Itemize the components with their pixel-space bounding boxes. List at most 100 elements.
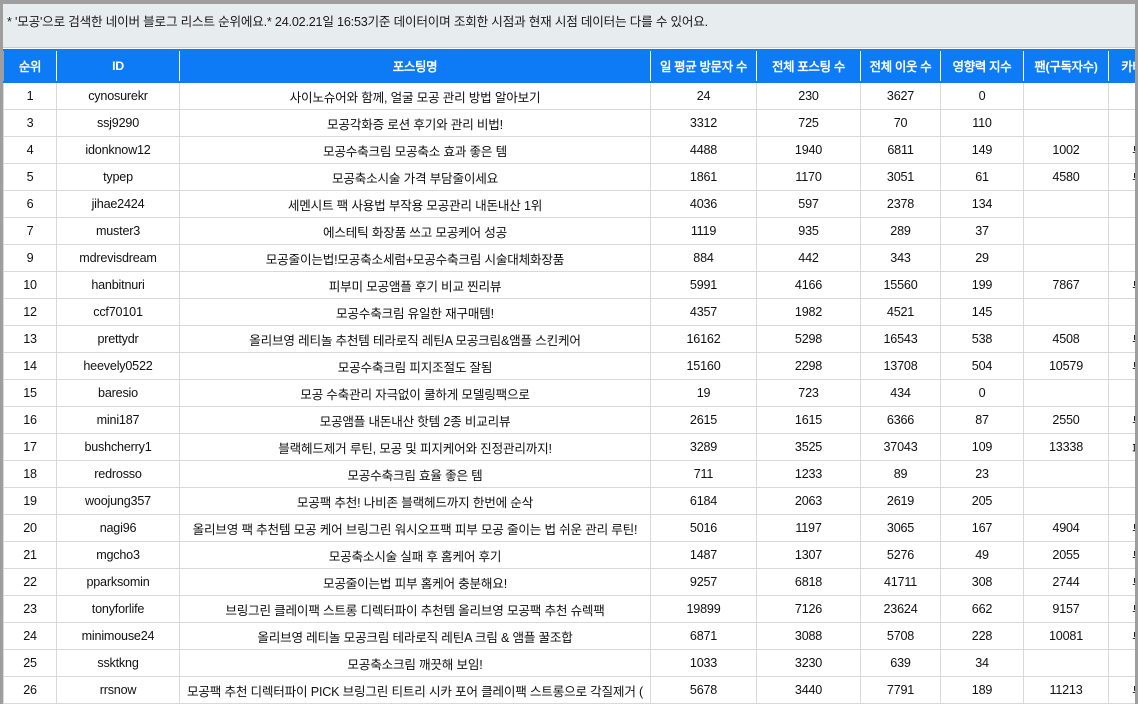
column-header-id[interactable]: ID [56,49,180,83]
cell-category: 뷰티 [1108,514,1135,542]
cell-rank: 23 [3,595,57,623]
cell-visitors: 19 [650,379,757,407]
table-row[interactable]: 14 heevely0522 모공수축크림 피지조절도 잘됨 15160 2298 137… [3,352,1135,380]
cell-category [1108,109,1135,137]
cell-influence: 34 [940,649,1024,677]
table-row[interactable]: 21 mgcho3 모공축소시술 실패 후 홈케어 후기 1487 1307 5276 49… [3,541,1135,569]
table-row[interactable]: 18 redrosso 모공수축크림 효율 좋은 템 711 1233 89 23 [3,460,1135,488]
cell-category: 뷰티 [1108,352,1135,380]
cell-visitors: 1033 [650,649,757,677]
cell-visitors: 6871 [650,622,757,650]
table-row[interactable]: 7 muster3 에스테틱 화장품 쓰고 모공케어 성공 1119 935 289 37 [3,217,1135,245]
cell-fans [1023,649,1109,677]
cell-category [1108,649,1135,677]
cell-id: cynosurekr [56,81,180,110]
cell-rank: 9 [3,244,57,272]
column-header-category[interactable]: 카테고리 [1108,49,1135,83]
cell-posts: 3088 [756,622,861,650]
cell-title: 모공수축크림 모공축소 효과 좋은 템 [179,136,651,164]
cell-id: baresio [56,379,180,407]
cell-rank: 20 [3,514,57,542]
table-row[interactable]: 9 mdrevisdream 모공줄이는법!모공축소세럼+모공수축크림 시술대체화장… [3,244,1135,272]
table-row[interactable]: 6 jihae2424 세멘시트 팩 사용법 부작용 모공관리 내돈내산 1위 403… [3,190,1135,218]
cell-category: 뷰티 [1108,676,1135,704]
cell-posts: 6818 [756,568,861,596]
cell-visitors: 1487 [650,541,757,569]
cell-influence: 37 [940,217,1024,245]
table-row[interactable]: 10 hanbitnuri 피부미 모공앰플 후기 비교 찐리뷰 5991 4166 15… [3,271,1135,299]
table-row[interactable]: 24 minimouse24 올리브영 레티놀 모공크림 테라로직 레틴A 크림 &… [3,622,1135,650]
cell-influence: 167 [940,514,1024,542]
table-row[interactable]: 4 idonknow12 모공수축크림 모공축소 효과 좋은 템 4488 1940 68… [3,136,1135,164]
table-row[interactable]: 22 pparksomin 모공줄이는법 피부 홈케어 충분해요! 9257 6818 4… [3,568,1135,596]
cell-posts: 442 [756,244,861,272]
table-row[interactable]: 17 bushcherry1 블랙헤드제거 루틴, 모공 및 피지케어와 진정관리까… [3,433,1135,461]
cell-title: 모공팩 추천 디렉터파이 PICK 브링그린 티트리 시카 포어 클레이팩 스트… [179,676,651,704]
cell-title: 사이노슈어와 함께, 얼굴 모공 관리 방법 알아보기 [179,81,651,110]
cell-category [1108,298,1135,326]
cell-influence: 149 [940,136,1024,164]
table-row[interactable]: 26 rrsnow 모공팩 추천 디렉터파이 PICK 브링그린 티트리 시카 포어… [3,676,1135,704]
cell-category: 뷰티 [1108,271,1135,299]
cell-posts: 1615 [756,406,861,434]
cell-neighbors: 5276 [860,541,941,569]
cell-fans: 2744 [1023,568,1109,596]
table-row[interactable]: 1 cynosurekr 사이노슈어와 함께, 얼굴 모공 관리 방법 알아보기 24… [3,81,1135,110]
table-row[interactable]: 20 nagi96 올리브영 팩 추천템 모공 케어 브링그린 워시오프팩 피부 모… [3,514,1135,542]
cell-fans: 10579 [1023,352,1109,380]
cell-rank: 5 [3,163,57,191]
table-row[interactable]: 15 baresio 모공 수축관리 자극없이 쿨하게 모델링팩으로 19 723 434… [3,379,1135,407]
cell-influence: 23 [940,460,1024,488]
column-header-rank[interactable]: 순위 [3,49,57,83]
cell-neighbors: 2619 [860,487,941,515]
table-row[interactable]: 3 ssj9290 모공각화증 로션 후기와 관리 비법! 3312 725 70 110 [3,109,1135,137]
cell-influence: 49 [940,541,1024,569]
cell-influence: 504 [940,352,1024,380]
cell-title: 모공축소시술 가격 부담줄이세요 [179,163,651,191]
cell-visitors: 9257 [650,568,757,596]
cell-influence: 87 [940,406,1024,434]
table-row[interactable]: 19 woojung357 모공팩 추천! 나비존 블랙헤드까지 한번에 순삭 618… [3,487,1135,515]
cell-fans: 11213 [1023,676,1109,704]
cell-neighbors: 7791 [860,676,941,704]
table-row[interactable]: 13 prettydr 올리브영 레티놀 추천템 테라로직 레틴A 모공크림&앰플 … [3,325,1135,353]
cell-visitors: 5678 [650,676,757,704]
cell-category [1108,379,1135,407]
column-header-title[interactable]: 포스팅명 [179,49,651,83]
cell-fans [1023,81,1109,110]
cell-neighbors: 5708 [860,622,941,650]
table-row[interactable]: 23 tonyforlife 브링그린 클레이팩 스트롱 디렉터파이 추천템 올리브… [3,595,1135,623]
cell-posts: 3525 [756,433,861,461]
cell-rank: 16 [3,406,57,434]
cell-title: 모공각화증 로션 후기와 관리 비법! [179,109,651,137]
cell-fans: 2055 [1023,541,1109,569]
column-header-posts[interactable]: 전체 포스팅 수 [756,49,861,83]
table-row[interactable]: 25 ssktkng 모공축소크림 깨끗해 보임! 1033 3230 639 34 [3,649,1135,677]
cell-visitors: 884 [650,244,757,272]
column-header-influence[interactable]: 영향력 지수 [940,49,1024,83]
cell-visitors: 19899 [650,595,757,623]
cell-posts: 1982 [756,298,861,326]
cell-fans: 1002 [1023,136,1109,164]
cell-title: 모공축소크림 깨끗해 보임! [179,649,651,677]
header-row: 순위 ID 포스팅명 일 평균 방문자 수 전체 포스팅 수 전체 이웃 수 영… [3,49,1135,83]
column-header-neighbors[interactable]: 전체 이웃 수 [860,49,941,83]
cell-posts: 725 [756,109,861,137]
cell-id: ssj9290 [56,109,180,137]
table-row[interactable]: 16 mini187 모공앰플 내돈내산 핫템 2종 비교리뷰 2615 1615 636… [3,406,1135,434]
cell-rank: 21 [3,541,57,569]
cell-rank: 10 [3,271,57,299]
table-row[interactable]: 12 ccf70101 모공수축크림 유일한 재구매템! 4357 1982 4521 14… [3,298,1135,326]
cell-category: 패션 [1108,433,1135,461]
column-header-visitors[interactable]: 일 평균 방문자 수 [650,49,757,83]
cell-rank: 14 [3,352,57,380]
cell-id: muster3 [56,217,180,245]
cell-category [1108,487,1135,515]
table-row[interactable]: 5 typep 모공축소시술 가격 부담줄이세요 1861 1170 3051 61 4580… [3,163,1135,191]
cell-rank: 13 [3,325,57,353]
column-header-fans[interactable]: 팬(구독자수) [1023,49,1109,83]
cell-fans [1023,109,1109,137]
cell-influence: 0 [940,81,1024,110]
cell-neighbors: 6811 [860,136,941,164]
